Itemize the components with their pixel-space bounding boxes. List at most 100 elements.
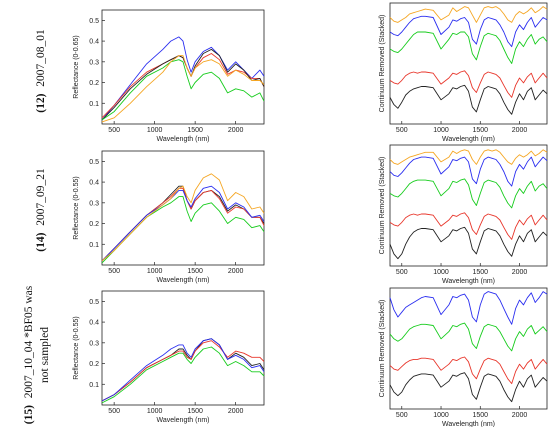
x-tick-label: 1500	[472, 127, 488, 134]
y-tick-label: 0.5	[89, 18, 99, 25]
series-line-green	[389, 31, 548, 64]
y-tick-label: 0.1	[89, 242, 99, 249]
plot-frame	[101, 290, 265, 406]
y-tick-label: 0.3	[89, 340, 99, 347]
plot-frame	[101, 150, 265, 266]
continuum-chart-2007-10-04: 500 1000 1500 2000 Wavelength (nm) Continuum …	[379, 287, 548, 427]
y-axis-title: Continuum Removed (Stacked)	[379, 15, 386, 113]
y-axis-title: Reflectance (0-0.55)	[73, 316, 80, 379]
series-line-red	[389, 70, 548, 98]
x-tick-label: 1500	[472, 412, 488, 419]
x-tick-label: 1000	[433, 269, 449, 276]
x-axis-title: Wavelength (nm)	[156, 277, 209, 284]
row-date: 2007_09_21	[35, 168, 47, 226]
y-axis-title: Reflectance (0-0.65)	[73, 35, 80, 98]
series-line-orange	[389, 6, 548, 23]
plot-frame	[389, 287, 548, 410]
x-axis-title: Wavelength (nm)	[442, 136, 495, 143]
series-line-blue	[389, 156, 548, 187]
series-line-black	[389, 226, 548, 260]
y-tick-label: 0.5	[89, 159, 99, 166]
x-tick-label: 2000	[512, 127, 528, 134]
series-line-black	[101, 338, 265, 402]
series-line-blue	[101, 185, 265, 262]
x-tick-label: 1500	[187, 127, 203, 134]
x-tick-label: 1000	[147, 268, 163, 275]
series-line-orange	[101, 55, 265, 123]
x-tick-label: 500	[108, 408, 120, 415]
y-tick-label: 0.3	[89, 200, 99, 207]
series-line-red	[389, 212, 548, 240]
y-tick-label: 0.2	[89, 80, 99, 87]
svg-text:(12) 2007_08_01: (12) 2007_08_01	[35, 29, 47, 113]
series-line-red	[389, 356, 548, 385]
row-date: 2007_08_01	[35, 29, 47, 87]
y-tick-label: 0.5	[89, 299, 99, 306]
x-tick-label: 1000	[433, 412, 449, 419]
svg-text:(14) 2007_09_21: (14) 2007_09_21	[35, 168, 47, 252]
x-tick-label: 500	[108, 127, 120, 134]
y-tick-label: 0.3	[89, 59, 99, 66]
y-tick-label: 0.1	[89, 101, 99, 108]
y-tick-label: 0.4	[89, 39, 99, 46]
x-tick-label: 1000	[147, 127, 163, 134]
series-line-green	[389, 178, 548, 209]
series-line-orange	[101, 173, 265, 262]
row-label-3: (15) 2007_10_04 *BF05 was not sampled	[23, 285, 51, 424]
plot-frame	[389, 2, 548, 125]
row-number: (12)	[35, 93, 47, 112]
y-tick-label: 0.4	[89, 180, 99, 187]
series-line-blue	[389, 15, 548, 48]
x-tick-label: 500	[396, 269, 408, 276]
svg-text:(15) 2007_10_04 *BF05 wa: (15) 2007_10_04 *BF05 was	[23, 285, 35, 424]
x-tick-label: 1500	[187, 268, 203, 275]
series-line-black	[389, 84, 548, 115]
x-tick-label: 2000	[228, 127, 244, 134]
x-axis-title: Wavelength (nm)	[442, 421, 495, 427]
x-tick-label: 2000	[512, 269, 528, 276]
reflectance-chart-2007-08-01: 500 1000 1500 2000 0.1 0.2 0.3 0.4 0.5 Wavelength…	[73, 9, 265, 143]
series-line-black	[389, 372, 548, 403]
plot-frame	[389, 144, 548, 267]
continuum-chart-2007-08-01: 500 1000 1500 2000 Wavelength (nm) Continuum …	[379, 2, 548, 143]
series-line-green	[389, 322, 548, 352]
y-tick-label: 0.2	[89, 361, 99, 368]
series-line-green	[101, 346, 265, 404]
row-number: (15)	[23, 405, 35, 424]
series-line-blue	[389, 291, 548, 325]
row-number: (14)	[35, 232, 47, 251]
y-tick-label: 0.1	[89, 382, 99, 389]
x-tick-label: 1000	[433, 127, 449, 134]
y-axis-title: Continuum Removed (Stacked)	[379, 300, 386, 398]
y-axis-title: Reflectance (0-0.55)	[73, 176, 80, 239]
series-line-green	[101, 59, 265, 121]
reflectance-chart-2007-09-21: 500 1000 1500 2000 0.1 0.2 0.3 0.4 0.5 Wavelength…	[73, 150, 265, 284]
x-tick-label: 1500	[472, 269, 488, 276]
x-tick-label: 1500	[187, 408, 203, 415]
y-axis-title: Continuum Removed (Stacked)	[379, 157, 386, 255]
x-tick-label: 2000	[512, 412, 528, 419]
series-line-black	[101, 48, 265, 121]
x-axis-title: Wavelength (nm)	[156, 136, 209, 143]
x-tick-label: 500	[108, 268, 120, 275]
row-label-2: (14) 2007_09_21	[35, 168, 47, 252]
y-tick-label: 0.2	[89, 221, 99, 228]
x-tick-label: 500	[396, 412, 408, 419]
row-date: 2007_10_04 *BF05 was	[23, 285, 35, 398]
series-line-orange	[389, 149, 548, 165]
y-tick-label: 0.4	[89, 320, 99, 327]
x-axis-title: Wavelength (nm)	[442, 278, 495, 285]
row-note: not sampled	[39, 327, 51, 383]
series-line-blue	[101, 338, 265, 402]
continuum-chart-2007-09-21: 500 1000 1500 2000 Wavelength (nm) Continuum …	[379, 144, 548, 285]
series-line-red	[101, 187, 265, 262]
reflectance-chart-2007-10-04: 500 1000 1500 2000 0.1 0.2 0.3 0.4 0.5 Wavelength…	[73, 290, 265, 424]
x-axis-title: Wavelength (nm)	[156, 417, 209, 424]
x-tick-label: 2000	[228, 408, 244, 415]
series-line-red	[101, 340, 265, 402]
x-tick-label: 2000	[228, 268, 244, 275]
row-label-1: (12) 2007_08_01	[35, 29, 47, 113]
x-tick-label: 1000	[147, 408, 163, 415]
plot-frame	[101, 9, 265, 125]
